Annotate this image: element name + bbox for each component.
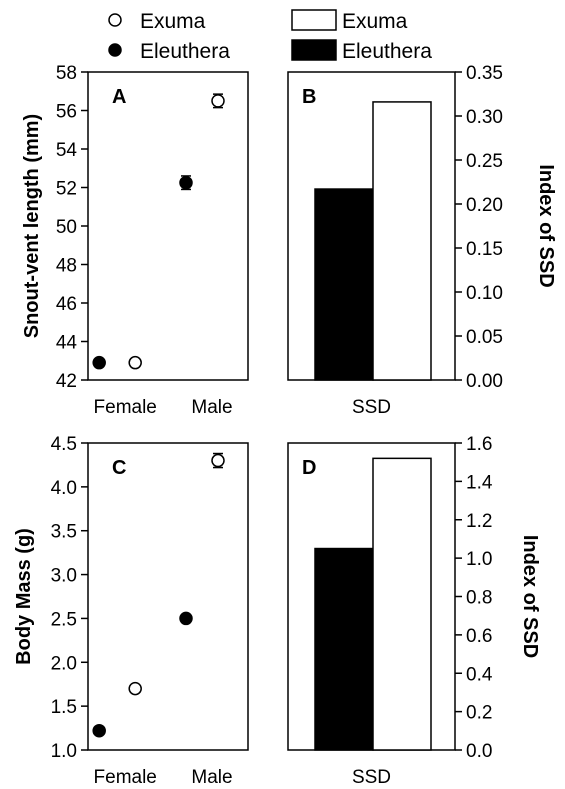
y-axis-label: Body Mass (g)	[13, 528, 35, 665]
y-tick-label: 2.0	[51, 653, 77, 674]
y-tick-label: 52	[56, 179, 77, 200]
y-axis-label: Snout-vent length (mm)	[21, 114, 43, 338]
y-tick-label: 0.0	[466, 741, 492, 762]
y-tick-label: 46	[56, 294, 77, 315]
panel-letter: A	[112, 86, 126, 108]
y-tick-label: 42	[56, 371, 77, 392]
legend-exuma-marker	[108, 13, 122, 27]
y-tick-label: 50	[56, 217, 77, 238]
legend-eleuthera-marker	[108, 43, 122, 57]
x-category-label: Female	[94, 767, 157, 788]
y-tick-label: 44	[56, 333, 78, 354]
y-tick-label: 2.5	[51, 609, 77, 630]
legend-exuma-label: Exuma	[140, 10, 206, 33]
legend-eleuthera-swatch	[291, 39, 337, 61]
exuma-point	[128, 681, 142, 696]
y-tick-label: 1.2	[466, 511, 492, 532]
y-tick-label: 0.15	[466, 239, 503, 260]
panel-letter: B	[302, 86, 316, 108]
y-tick-label: 1.0	[51, 741, 77, 762]
x-category-label: Male	[191, 397, 232, 418]
plot-frame	[87, 71, 249, 381]
y-tick-label: 0.4	[466, 664, 493, 685]
y-tick-label: 0.00	[466, 371, 503, 392]
y-tick-label: 0.2	[466, 703, 492, 724]
y-tick-label: 1.6	[466, 434, 492, 455]
y-tick-label: 0.30	[466, 107, 503, 128]
eleuthera-point	[179, 175, 193, 190]
panel-c-body-mass-chart: C 1.0 1.5 2.0 2.5 3.0 3.5 4.0 4.5 Body Mass (g) Fe…	[13, 434, 249, 788]
y-axis-label: Index of SSD	[519, 535, 541, 658]
eleuthera-point	[92, 723, 106, 738]
legend-bars: Exuma Eleuthera	[291, 9, 432, 63]
panel-a-svl-chart: A 42 44 46 48 50 52 54 56 58 Snout-vent length (mm…	[21, 63, 249, 418]
eleuthera-bar	[314, 188, 374, 381]
eleuthera-bar	[314, 547, 374, 751]
y-axis-label: Index of SSD	[535, 164, 557, 287]
exuma-bar	[372, 101, 432, 381]
panel-b-ssd-index-chart: B 0.00 0.05 0.10 0.15 0.20 0.25 0.30 0.35 Index o…	[287, 63, 557, 418]
y-tick-label: 1.4	[466, 472, 493, 493]
x-category-label: Female	[94, 397, 157, 418]
y-tick-label: 4.0	[51, 478, 77, 499]
y-tick-label: 3.5	[51, 522, 77, 543]
y-tick-label: 0.05	[466, 327, 503, 348]
y-tick-label: 1.0	[466, 549, 492, 570]
y-tick-label: 48	[56, 256, 77, 277]
panel-letter: D	[302, 457, 316, 479]
y-tick-label: 0.6	[466, 626, 492, 647]
y-tick-label: 1.5	[51, 697, 77, 718]
y-tick-label: 3.0	[51, 566, 77, 587]
legend-eleuthera-label: Eleuthera	[140, 40, 230, 63]
panel-d-ssd-index-chart: D 0.0 0.2 0.4 0.6 0.8 1.0 1.2 1.4 1.6 Index of SSD…	[287, 434, 541, 788]
y-tick-label: 54	[56, 140, 78, 161]
x-category-label: Male	[191, 767, 232, 788]
x-category-label: SSD	[352, 397, 391, 418]
y-tick-label: 0.10	[466, 283, 503, 304]
exuma-point	[211, 453, 225, 468]
exuma-point	[211, 94, 225, 108]
y-tick-label: 0.8	[466, 588, 492, 609]
legend-points: Exuma Eleuthera	[108, 10, 230, 63]
eleuthera-point	[92, 355, 106, 370]
panel-letter: C	[112, 457, 126, 479]
y-tick-label: 56	[56, 102, 77, 123]
exuma-point	[128, 355, 142, 370]
legend-eleuthera-bar-label: Eleuthera	[342, 40, 432, 63]
exuma-bar	[372, 457, 432, 751]
legend-exuma-swatch	[291, 9, 337, 31]
x-category-label: SSD	[352, 767, 391, 788]
y-tick-label: 4.5	[51, 434, 77, 455]
plot-frame	[87, 442, 249, 751]
legend-exuma-bar-label: Exuma	[342, 10, 408, 33]
y-tick-label: 0.25	[466, 151, 503, 172]
y-tick-label: 0.35	[466, 63, 503, 84]
y-tick-label: 0.20	[466, 195, 503, 216]
eleuthera-point	[179, 611, 193, 626]
y-tick-label: 58	[56, 63, 77, 84]
